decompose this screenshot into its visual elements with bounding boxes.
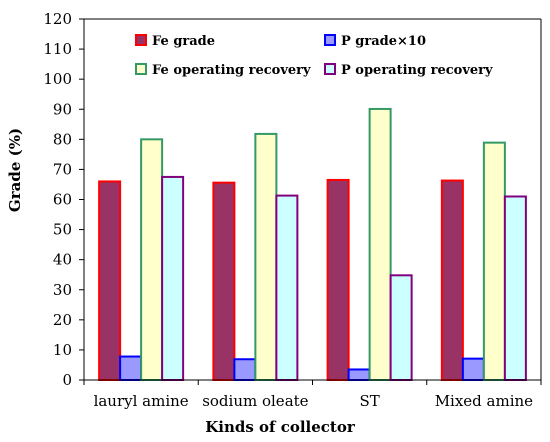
bar-fe-grade-mixed-amine	[440, 179, 464, 381]
y-tick-label: 90	[53, 100, 72, 118]
y-tick-label: 100	[43, 70, 72, 88]
bar-fe-operating-recovery-st	[368, 107, 392, 382]
bar-p-operating-recovery-lauryl-amine	[161, 175, 185, 381]
bar-fe-operating-recovery-sodium-oleate	[254, 132, 278, 381]
legend-swatch-p-operating-recovery	[324, 63, 336, 75]
x-axis-title: Kinds of collector	[205, 418, 356, 436]
bar-p-grade-10-lauryl-amine	[119, 355, 143, 382]
y-tick-label: 60	[53, 191, 72, 209]
legend-swatch-p-grade-10	[324, 34, 336, 46]
y-tick-label: 80	[53, 130, 72, 148]
bars	[98, 107, 527, 382]
bar-p-grade-10-mixed-amine	[461, 357, 485, 382]
legend-label-fe-operating-recovery: Fe operating recovery	[152, 63, 311, 78]
bar-fe-grade-sodium-oleate	[212, 181, 236, 381]
legend-label-p-operating-recovery: P operating recovery	[341, 63, 493, 78]
category-label-mixed-amine: Mixed amine	[435, 392, 533, 410]
y-tick-label: 20	[53, 311, 72, 329]
y-tick-label: 10	[53, 341, 72, 359]
y-tick-label: 50	[53, 221, 72, 239]
y-tick-label: 30	[53, 281, 72, 299]
legend-label-fe-grade: Fe grade	[152, 34, 215, 49]
bar-p-operating-recovery-sodium-oleate	[275, 194, 299, 381]
category-labels: lauryl amine sodium oleate ST Mixed amine	[94, 392, 534, 410]
bar-fe-operating-recovery-lauryl-amine	[140, 138, 164, 381]
bar-p-operating-recovery-mixed-amine	[503, 195, 527, 381]
y-tick-label: 0	[62, 371, 72, 389]
category-label-lauryl-amine: lauryl amine	[94, 392, 189, 410]
bar-fe-grade-st	[326, 178, 350, 381]
bar-fe-operating-recovery-mixed-amine	[482, 141, 506, 381]
y-tick-label: 120	[43, 10, 72, 28]
y-tick-label: 70	[53, 160, 72, 178]
y-axis-title: Grade (%)	[6, 128, 24, 212]
legend: Fe grade P grade×10 Fe operating recovery P…	[135, 34, 493, 78]
category-label-st: ST	[359, 392, 379, 410]
bar-p-operating-recovery-st	[389, 274, 413, 381]
legend-swatch-fe-grade	[135, 34, 147, 46]
axes	[79, 18, 542, 385]
bar-p-grade-10-sodium-oleate	[233, 358, 257, 381]
bar-p-grade-10-st	[347, 368, 371, 381]
y-tick-label: 40	[53, 251, 72, 269]
legend-label-p-grade-10: P grade×10	[341, 34, 426, 49]
y-tick-labels: 0 10 20 30 40 50 60 70 80 90 100 110 120	[43, 10, 72, 389]
category-label-sodium-oleate: sodium oleate	[202, 392, 308, 410]
bar-fe-grade-lauryl-amine	[98, 180, 122, 381]
y-tick-label: 110	[43, 40, 72, 58]
legend-swatch-fe-operating-recovery	[135, 63, 147, 75]
